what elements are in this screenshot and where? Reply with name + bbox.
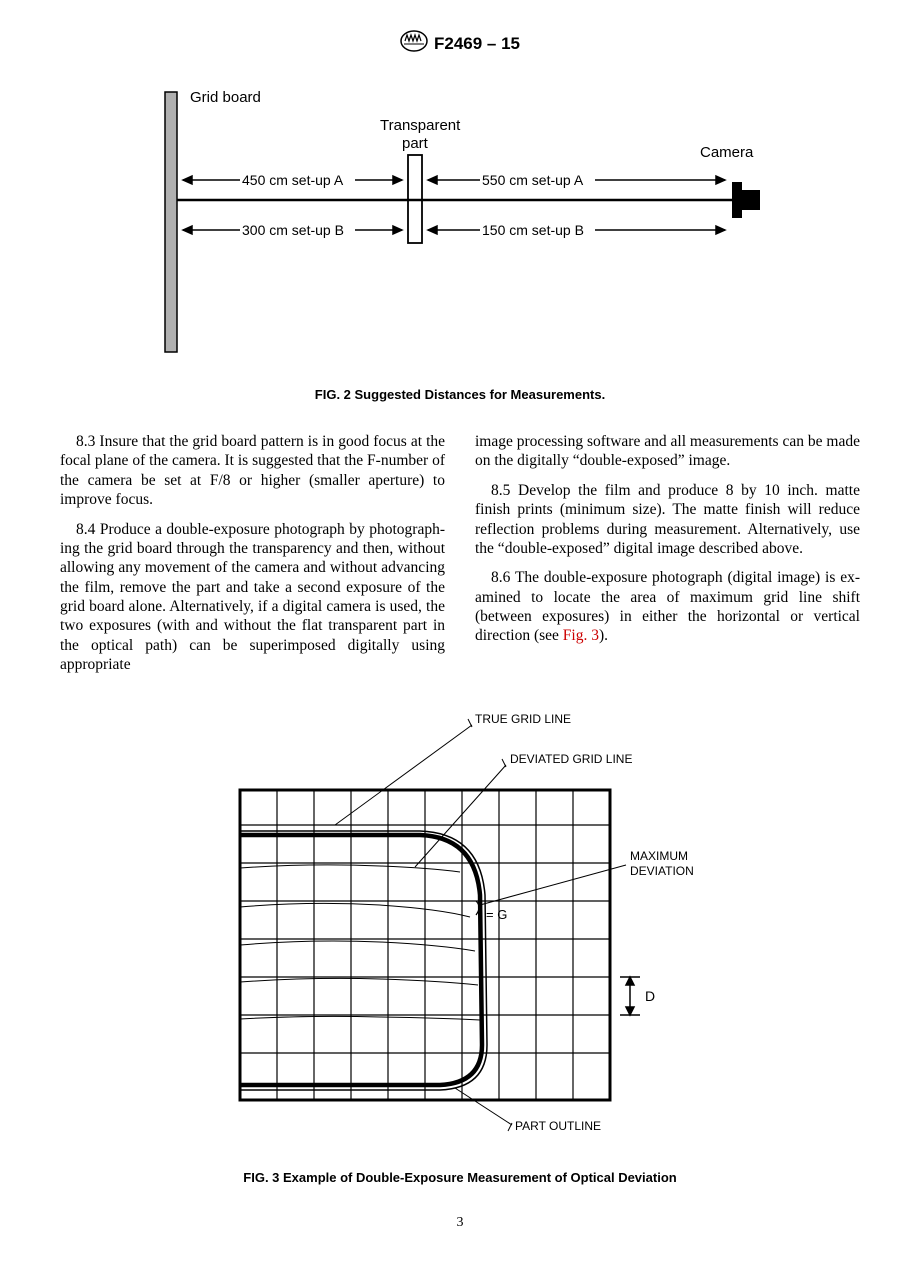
para-8-6: 8.6 The double-exposure photograph (digi… [475,568,860,646]
d-label: D [645,988,655,1004]
para-8-5: 8.5 Develop the film and produce 8 by 10… [475,481,860,559]
figure-2: Grid board Transparent part Camera 450 c… [150,72,770,367]
para-8-6-a: 8.6 The double-exposure photograph (digi… [475,569,860,644]
para-8-3: 8.3 Insure that the grid board pattern i… [60,432,445,510]
maxdev-label-1: MAXIMUM [630,849,688,863]
page-number: 3 [60,1215,860,1231]
maxdev-label-2: DEVIATION [630,864,694,878]
astm-logo-icon [400,30,428,57]
dist-b-left-label: 300 cm set-up B [242,222,344,238]
page-header: F2469 – 15 [60,30,860,57]
right-column: image processing software and all measur… [475,432,860,685]
page: F2469 – 15 Grid board Transparent part C… [0,0,920,1271]
left-column: 8.3 Insure that the grid board pattern i… [60,432,445,685]
para-8-4-cont: image processing software and all measur… [475,432,860,471]
g-label: = G [486,907,507,922]
true-grid-label: TRUE GRID LINE [475,712,571,726]
gridboard-label: Grid board [190,89,261,106]
designation: F2469 – 15 [434,34,520,54]
part-outline-label: PART OUTLINE [515,1119,601,1133]
camera-label: Camera [700,144,754,161]
dist-a-right-label: 550 cm set-up A [482,172,584,188]
figure-2-caption: FIG. 2 Suggested Distances for Measureme… [60,387,860,402]
para-8-6-b: ). [599,627,608,644]
fig3-ref: Fig. 3 [563,627,599,644]
body-text: 8.3 Insure that the grid board pattern i… [60,432,860,685]
figure-3-caption: FIG. 3 Example of Double-Exposure Measur… [60,1170,860,1185]
figure-3: TRUE GRID LINE DEVIATED GRID LINE MAXIMU… [180,705,740,1150]
para-8-4: 8.4 Produce a double-exposure photograph… [60,520,445,675]
deviated-label: DEVIATED GRID LINE [510,752,632,766]
dist-b-right-label: 150 cm set-up B [482,222,584,238]
transp-label-2: part [402,135,429,152]
transp-label-1: Transparent [380,117,461,134]
dist-a-left-label: 450 cm set-up A [242,172,344,188]
